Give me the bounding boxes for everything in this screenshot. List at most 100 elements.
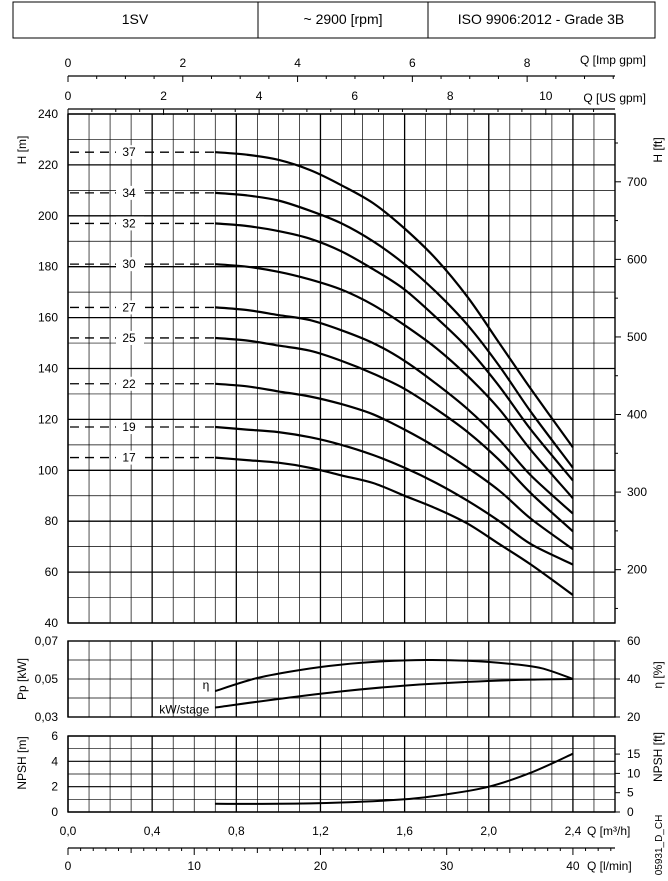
ft-tick-label: 400 [627, 408, 647, 422]
curves: 37 34 32 30 27 25 22 19 17 η kW/stage [70, 145, 574, 805]
axis-label-pp-kw: Pp [kW] [15, 658, 29, 700]
us-gpm-tick-label: 8 [447, 89, 454, 103]
imp-gpm-tick-label: 2 [179, 56, 186, 70]
axis-label-npsh-ft: NPSH [ft] [651, 732, 665, 782]
power-tick-label: 0,07 [35, 634, 59, 648]
stage-label-bg [116, 420, 144, 435]
head-tick-label: 160 [38, 311, 58, 325]
header-table: 1SV ~ 2900 [rpm] ISO 9906:2012 - Grade 3… [12, 1, 656, 39]
eta-tick-label: 60 [627, 634, 641, 648]
m3h-tick-label: 2,0 [480, 824, 497, 838]
head-tick-label: 120 [38, 412, 58, 426]
imp-gpm-tick-label: 8 [524, 56, 531, 70]
head-tick-label: 60 [45, 565, 59, 579]
axis-label-h-m: H [m] [15, 136, 29, 165]
head-tick-label: 180 [38, 260, 58, 274]
m3h-tick-label: 1,2 [312, 824, 329, 838]
axis-label-m3h: Q [m³/h] [587, 824, 630, 838]
stage-label-bg [116, 257, 144, 272]
head-curve-32 [215, 222, 574, 482]
npsh-tick-label: 6 [51, 729, 58, 743]
eta-series-label: η [203, 678, 210, 692]
npsh-ft-tick-label: 15 [627, 747, 641, 761]
axis-label-us-gpm: Q [US gpm] [583, 91, 646, 105]
us-gpm-tick-label: 2 [160, 89, 167, 103]
kw-stage-series-label: kW/stage [159, 703, 209, 717]
head-curve-25 [215, 336, 574, 533]
us-gpm-tick-label: 10 [539, 89, 553, 103]
stage-label-bg [116, 185, 144, 200]
stage-label-bg [116, 216, 144, 231]
m3h-tick-label: 0,8 [228, 824, 245, 838]
head-tick-label: 140 [38, 362, 58, 376]
stage-label-37: 37 [122, 145, 136, 159]
power-tick-label: 0,03 [35, 710, 59, 724]
m3h-tick-label: 2,4 [565, 824, 582, 838]
head-curve-27 [215, 306, 574, 515]
npsh-ft-tick-label: 5 [627, 786, 634, 800]
npsh-ft-tick-label: 10 [627, 766, 641, 780]
stage-label-27: 27 [122, 300, 136, 314]
m3h-tick-label: 0,4 [144, 824, 161, 838]
drawing-code: 05931_D_CH [654, 815, 665, 876]
lmin-tick-label: 20 [314, 859, 328, 873]
head-tick-label: 80 [45, 514, 59, 528]
imp-gpm-tick-label: 0 [65, 56, 72, 70]
head-tick-label: 40 [45, 616, 59, 630]
npsh-frame [67, 735, 616, 813]
stage-label-bg [116, 376, 144, 391]
stage-label-bg [116, 300, 144, 315]
stage-label-bg [116, 330, 144, 345]
npsh-tick-label: 4 [51, 754, 58, 768]
stage-label-bg [116, 145, 144, 160]
npsh-curve [215, 752, 574, 805]
npsh-tick-label: 2 [51, 780, 58, 794]
lmin-tick-label: 0 [65, 859, 72, 873]
stage-label-30: 30 [122, 257, 136, 271]
ft-tick-label: 300 [627, 485, 647, 499]
lmin-tick-label: 10 [188, 859, 202, 873]
head-tick-label: 240 [38, 107, 58, 121]
ft-tick-label: 600 [627, 252, 647, 266]
head-curve-17 [215, 456, 574, 596]
imp-gpm-tick-label: 6 [409, 56, 416, 70]
header-speed: ~ 2900 [rpm] [304, 11, 383, 27]
head-frame [67, 113, 616, 624]
us-gpm-tick-label: 0 [65, 89, 72, 103]
imp-gpm-tick-label: 4 [294, 56, 301, 70]
axis-label-imp-gpm: Q [Imp gpm] [580, 53, 646, 67]
m3h-tick-label: 1,6 [396, 824, 413, 838]
ft-tick-label: 500 [627, 330, 647, 344]
head-tick-label: 220 [38, 158, 58, 172]
head-curve-37 [215, 151, 574, 449]
stage-label-32: 32 [122, 216, 136, 230]
head-curve-22 [215, 382, 574, 551]
head-tick-label: 200 [38, 209, 58, 223]
header-model: 1SV [122, 11, 149, 27]
stage-label-19: 19 [122, 420, 136, 434]
lmin-tick-label: 30 [440, 859, 454, 873]
ft-tick-label: 700 [627, 175, 647, 189]
npsh-tick-label: 0 [51, 805, 58, 819]
axis-label-lmin: Q [l/min] [587, 859, 632, 873]
head-curve-19 [215, 425, 574, 566]
axes: 4060801001201401601802002202400,030,050,… [35, 56, 648, 873]
stage-label-34: 34 [122, 186, 136, 200]
stage-label-17: 17 [122, 451, 136, 465]
head-tick-label: 100 [38, 463, 58, 477]
stage-label-bg [116, 450, 144, 465]
us-gpm-tick-label: 4 [256, 89, 263, 103]
stage-label-22: 22 [122, 377, 136, 391]
power-curve [215, 658, 574, 692]
power-tick-label: 0,05 [35, 672, 59, 686]
header-standard: ISO 9906:2012 - Grade 3B [458, 11, 625, 27]
lmin-tick-label: 40 [566, 859, 580, 873]
m3h-tick-label: 0,0 [60, 824, 77, 838]
us-gpm-tick-label: 6 [351, 89, 358, 103]
axis-label-eta: η [%] [651, 661, 665, 688]
head-curve-30 [215, 263, 574, 500]
ft-tick-label: 200 [627, 563, 647, 577]
eta-tick-label: 20 [627, 710, 641, 724]
axis-label-h-ft: H [ft] [651, 137, 665, 162]
